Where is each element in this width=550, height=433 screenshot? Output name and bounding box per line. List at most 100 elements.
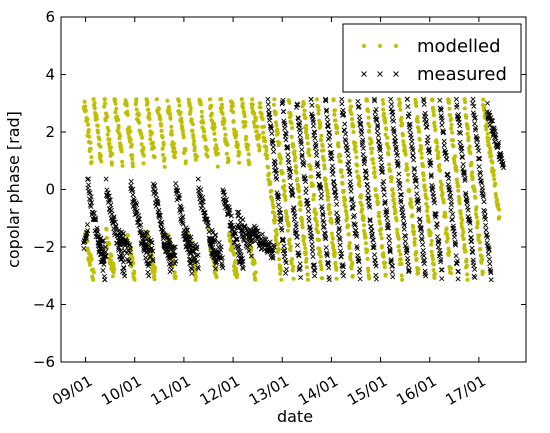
modelled-point — [497, 215, 502, 220]
modelled-series — [82, 97, 502, 282]
modelled-point — [341, 188, 346, 193]
modelled-point — [288, 113, 293, 118]
measured-point-stroke — [132, 212, 138, 218]
modelled-point — [424, 196, 429, 201]
modelled-point — [92, 106, 97, 111]
measured-point-stroke — [101, 257, 107, 263]
modelled-point — [460, 233, 465, 238]
modelled-point — [365, 98, 370, 103]
modelled-point — [89, 160, 94, 165]
modelled-point — [104, 227, 109, 232]
modelled-point — [405, 178, 410, 183]
modelled-point — [291, 144, 296, 149]
modelled-point — [459, 221, 464, 226]
modelled-point — [274, 232, 279, 237]
modelled-point — [124, 103, 129, 108]
measured-point-stroke — [145, 269, 151, 275]
modelled-point — [253, 277, 258, 282]
modelled-point — [381, 254, 386, 259]
modelled-point — [111, 270, 116, 275]
modelled-point — [475, 221, 480, 226]
modelled-point — [436, 155, 441, 160]
modelled-point — [421, 173, 426, 178]
modelled-point — [167, 108, 172, 112]
measured-point-stroke — [171, 248, 177, 254]
modelled-point — [263, 139, 268, 144]
modelled-point — [275, 130, 280, 135]
modelled-point — [119, 149, 124, 154]
modelled-point — [102, 97, 107, 102]
measured-point-stroke — [117, 242, 123, 248]
modelled-point — [273, 110, 278, 115]
modelled-point — [480, 257, 485, 262]
measured-point-stroke — [102, 253, 108, 259]
modelled-point — [487, 136, 492, 141]
modelled-point — [166, 104, 171, 109]
modelled-point — [361, 215, 366, 220]
measured-point-stroke — [106, 193, 112, 199]
modelled-point — [469, 160, 474, 165]
modelled-point — [160, 135, 165, 140]
measured-point — [138, 222, 144, 228]
modelled-point — [130, 164, 135, 169]
modelled-point — [461, 230, 466, 235]
modelled-point — [326, 207, 331, 212]
modelled-point — [296, 185, 301, 190]
measured-point — [82, 239, 88, 245]
modelled-point — [258, 105, 263, 110]
modelled-point — [132, 277, 137, 282]
modelled-point — [339, 168, 344, 173]
modelled-point — [215, 164, 220, 169]
measured-point-stroke — [188, 260, 194, 266]
measured-point-stroke — [88, 194, 94, 200]
measured-point-stroke — [120, 255, 126, 261]
measured-point-stroke — [120, 259, 126, 265]
modelled-point — [335, 130, 340, 135]
modelled-point — [245, 147, 250, 152]
modelled-point — [338, 159, 343, 164]
modelled-point — [292, 149, 297, 154]
modelled-point — [401, 139, 406, 144]
measured-point — [81, 246, 87, 252]
modelled-point — [305, 272, 310, 277]
modelled-point — [345, 216, 350, 220]
modelled-point — [430, 98, 435, 103]
modelled-point — [383, 132, 388, 137]
modelled-point — [230, 101, 235, 106]
modelled-point — [172, 155, 177, 160]
measured-point-stroke — [101, 253, 107, 259]
modelled-point — [357, 176, 361, 181]
modelled-point — [169, 129, 174, 134]
modelled-point — [243, 120, 248, 125]
modelled-point — [383, 272, 388, 277]
modelled-point — [330, 236, 335, 241]
modelled-point — [402, 145, 407, 149]
modelled-point — [154, 97, 159, 102]
measured-point-stroke — [156, 212, 162, 218]
measured-point-stroke — [102, 244, 108, 250]
modelled-point — [259, 112, 264, 117]
modelled-point — [277, 141, 282, 145]
measured-point — [176, 195, 182, 201]
measured-point — [107, 197, 113, 203]
modelled-point — [479, 254, 484, 259]
modelled-point — [353, 140, 358, 145]
modelled-point — [354, 169, 359, 174]
measured-point-stroke — [134, 202, 140, 208]
modelled-point — [423, 188, 428, 193]
modelled-point — [412, 229, 416, 234]
measured-point — [171, 244, 177, 250]
modelled-point — [396, 236, 401, 241]
modelled-point — [86, 122, 90, 127]
modelled-point — [457, 197, 462, 202]
modelled-point — [426, 219, 431, 224]
modelled-point — [169, 132, 174, 137]
modelled-point — [448, 266, 453, 271]
modelled-point — [190, 122, 195, 127]
measured-point-stroke — [180, 214, 186, 220]
modelled-point — [348, 251, 353, 256]
modelled-point — [439, 187, 444, 192]
measured-point-stroke — [83, 234, 89, 240]
modelled-point — [340, 181, 345, 186]
modelled-point — [322, 163, 327, 168]
